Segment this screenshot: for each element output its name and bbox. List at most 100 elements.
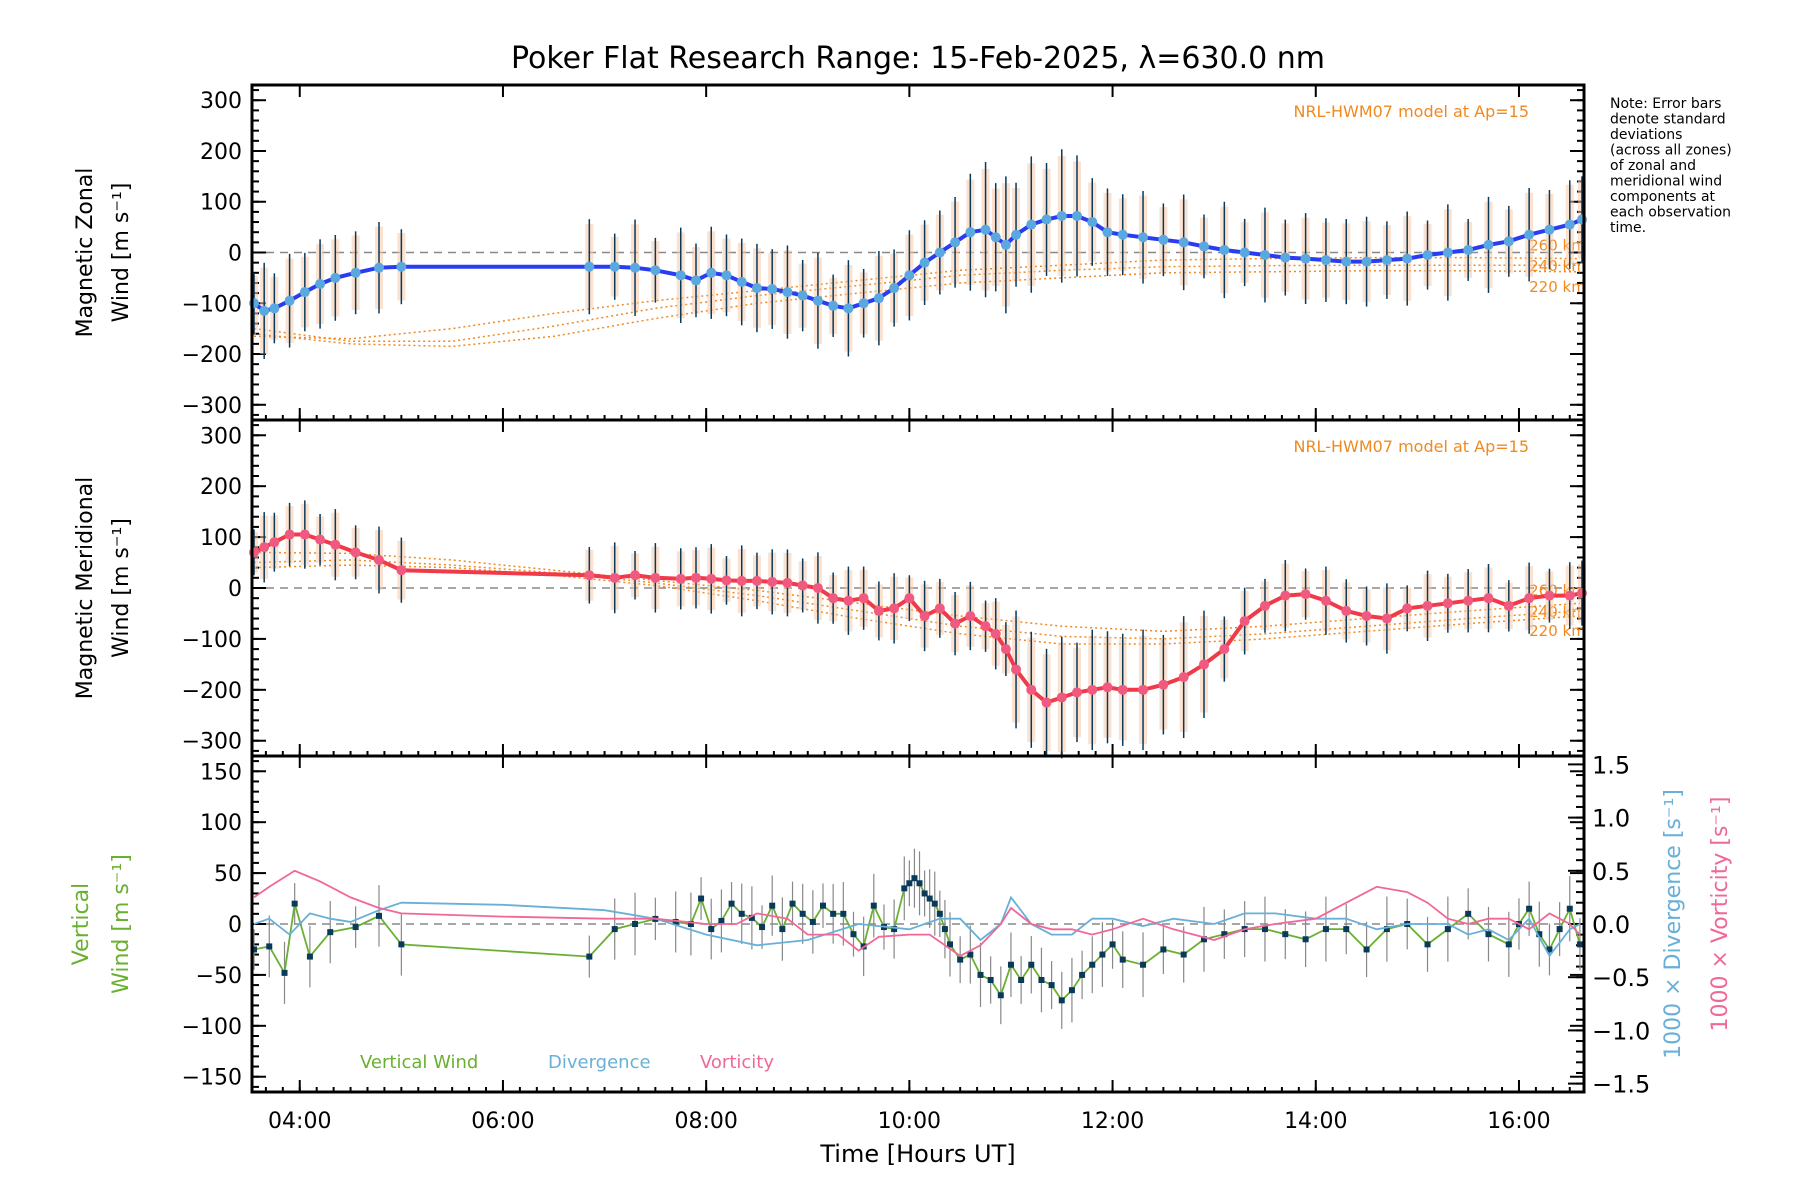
vertical-wind-point [1028, 961, 1035, 968]
y-tick-label: −100 [182, 628, 242, 653]
vertical-wind-point [672, 918, 679, 925]
vertical-wind-point [1526, 905, 1533, 912]
vertical-wind-point [840, 910, 847, 917]
model-curve-260km [253, 256, 1580, 340]
zonal-wind-point [721, 270, 732, 281]
meridional-wind-point [259, 542, 270, 553]
y-tick-label: 0 [228, 242, 242, 267]
vertical-wind-point [957, 956, 964, 963]
vertical-wind-point [1576, 941, 1583, 948]
meridional-wind-point [1138, 684, 1149, 695]
meridional-wind-point [706, 573, 717, 584]
meridional-wind-point [736, 575, 747, 586]
zonal-wind-point [1402, 253, 1413, 264]
zonal-wind-point [1483, 239, 1494, 250]
meridional-wind-point [1463, 595, 1474, 606]
x-tick-label: 04:00 [268, 1109, 331, 1134]
zonal-wind-point [299, 287, 310, 298]
zonal-wind-point [904, 270, 915, 281]
zonal-wind-point [1564, 219, 1575, 230]
zonal-wind-point [812, 295, 823, 306]
meridional-wind-point [609, 572, 620, 583]
zonal-wind-point [1300, 253, 1311, 264]
y-tick-label: 200 [200, 475, 242, 500]
x-tick-label: 10:00 [878, 1109, 941, 1134]
meridional-wind-point [782, 577, 793, 588]
meridional-wind-point [1239, 616, 1250, 627]
vertical-wind-point [901, 885, 908, 892]
zonal-wind-point [1117, 229, 1128, 240]
zonal-wind-point [873, 293, 884, 304]
zonal-wind-point [374, 262, 385, 273]
meridional-wind-point [1056, 692, 1067, 703]
meridional-wind-point [315, 534, 326, 545]
vertical-wind-point [632, 921, 639, 927]
model-curve-240km [253, 264, 1580, 343]
zonal-wind-point [1503, 236, 1514, 247]
vertical-wind-point [687, 921, 694, 927]
meridional-wind-point [1483, 593, 1494, 604]
zonal-wind-point [1422, 250, 1433, 261]
note-line: meridional wind [1610, 174, 1722, 190]
zonal-wind-line [252, 214, 1583, 314]
y-tick-label: −300 [182, 394, 242, 419]
zonal-wind-point [630, 262, 641, 273]
zonal-wind-point [782, 287, 793, 298]
meridional-wind-point [1199, 659, 1210, 670]
zonal-wind-point [691, 275, 701, 286]
zonal-wind-point [1056, 210, 1067, 221]
zonal-wind-point [1219, 244, 1230, 255]
vertical-wind-point [1048, 982, 1055, 989]
y-tick-label: 50 [214, 862, 242, 887]
vertical-wind-line [253, 876, 1581, 1002]
zonal-wind-point [650, 265, 661, 276]
zonal-wind-point [767, 284, 778, 295]
zonal-wind-point [706, 267, 717, 278]
y-tick-label: 0 [228, 577, 242, 602]
zonal-wind-point [1158, 234, 1169, 245]
meridional-wind-point [904, 593, 915, 604]
zonal-wind-point [1072, 210, 1083, 221]
right-y-tick-label: −0.5 [1592, 964, 1650, 992]
vertical-wind-point [1383, 926, 1390, 933]
vertical-wind-point [327, 929, 334, 936]
zonal-wind-point [990, 232, 1001, 243]
vertical-wind-point [916, 880, 923, 887]
meridional-wind-point [721, 575, 732, 586]
vertical-wind-point [1018, 977, 1025, 983]
zonal-wind-point [269, 303, 280, 314]
vertical-wind-point [906, 880, 913, 887]
right-y-tick-label: 1.5 [1592, 751, 1630, 779]
vertical-wind-point [611, 926, 618, 933]
y-axis-label: Magnetic Meridional [73, 477, 98, 699]
meridional-wind-point [675, 573, 686, 584]
y-tick-label: 200 [200, 140, 242, 165]
zonal-wind-point [259, 305, 270, 316]
meridional-wind-point [396, 565, 407, 576]
meridional-wind-point [919, 611, 930, 621]
model-label: NRL-HWM07 model at Ap=15 [1293, 437, 1529, 456]
vertical-wind-point [820, 902, 827, 909]
y-tick-label: −200 [182, 343, 242, 368]
meridional-wind-point [269, 537, 280, 548]
x-tick-label: 12:00 [1081, 1109, 1144, 1134]
zonal-wind-point [736, 276, 747, 287]
vertical-wind-point [586, 953, 593, 960]
meridional-wind-point [1361, 611, 1372, 621]
zonal-wind-point [1026, 219, 1037, 230]
vertical-wind-point [708, 926, 715, 933]
meridional-wind-point [1422, 600, 1433, 611]
meridional-wind-point [990, 628, 1001, 639]
vertical-wind-point [926, 895, 933, 902]
x-tick-label: 14:00 [1284, 1109, 1347, 1134]
legend-divergence: Divergence [548, 1052, 651, 1073]
vertical-wind-point [911, 875, 918, 882]
note-line: of zonal and [1610, 158, 1696, 174]
vertical-wind-point [1089, 961, 1096, 968]
meridional-wind-point [374, 555, 385, 565]
y-tick-label: 300 [200, 89, 242, 114]
zonal-wind-point [1178, 237, 1189, 248]
meridional-wind-point [1280, 590, 1291, 601]
model-altitude-label: 240 km [1529, 257, 1586, 275]
meridional-wind-point [797, 580, 808, 591]
